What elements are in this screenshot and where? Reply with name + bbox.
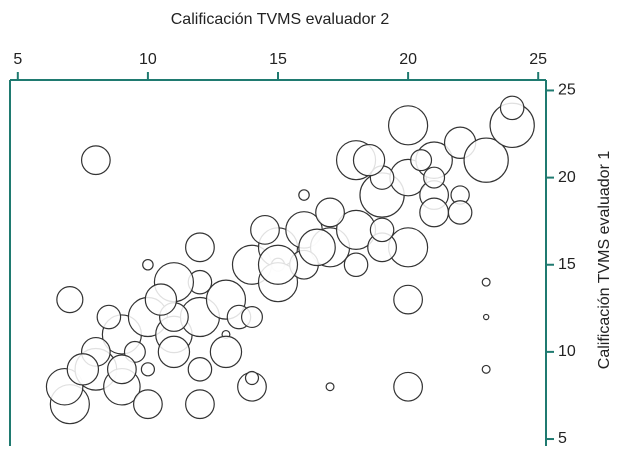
- y-tick-label: 25: [558, 82, 576, 99]
- bubble: [106, 354, 137, 385]
- y-tick-label: 20: [558, 169, 576, 186]
- bubble: [352, 143, 386, 177]
- bubble: [187, 357, 213, 382]
- bubble: [56, 286, 84, 314]
- bubble: [387, 105, 429, 146]
- bubble: [499, 95, 525, 121]
- bubble: [133, 389, 163, 420]
- bubble: [481, 364, 491, 374]
- bubble: [393, 284, 423, 315]
- bubble: [250, 214, 280, 245]
- bubble: [447, 200, 473, 225]
- bubble: [209, 335, 243, 369]
- bubble: [325, 382, 335, 392]
- x-axis-label: Calificación TVMS evaluador 2: [171, 11, 390, 28]
- bubble: [298, 228, 336, 267]
- bubble: [481, 277, 491, 287]
- y-tick-label: 15: [558, 256, 576, 273]
- bubble: [185, 389, 215, 420]
- bubble: [369, 217, 395, 243]
- bubble: [96, 304, 122, 330]
- bubble: [482, 313, 490, 321]
- bubble: [244, 370, 260, 386]
- bubble: [66, 353, 100, 386]
- bubble: [298, 189, 310, 201]
- bubble: [142, 258, 154, 271]
- bubble: [157, 335, 191, 369]
- y-axis-label: Calificación TVMS evaluador 1: [596, 151, 613, 370]
- x-tick-label: 25: [529, 51, 547, 68]
- x-tick-label: 20: [399, 51, 417, 68]
- x-tick-label: 10: [139, 51, 157, 68]
- x-tick-label: 15: [269, 51, 287, 68]
- bubble: [343, 252, 369, 278]
- y-tick-label: 10: [558, 343, 576, 360]
- x-tick-label: 5: [13, 51, 22, 68]
- bubble: [185, 232, 215, 263]
- bubble: [144, 283, 178, 316]
- bubble: [423, 166, 446, 189]
- bubble: [419, 197, 450, 228]
- bubble: [80, 145, 111, 176]
- bubble: [240, 306, 263, 329]
- bubble: [140, 362, 156, 377]
- y-tick-label: 5: [558, 430, 567, 447]
- bubble: [393, 371, 423, 402]
- bubble: [410, 149, 433, 172]
- bubble: [463, 137, 509, 183]
- bubble: [315, 197, 345, 228]
- bubble: [257, 244, 299, 285]
